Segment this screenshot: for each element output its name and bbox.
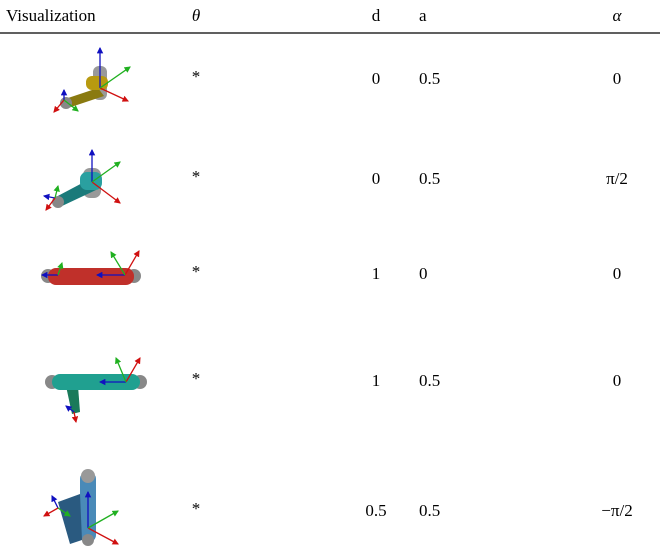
visualization [41, 251, 141, 285]
visualization [44, 469, 118, 546]
table-cell: 0 [419, 264, 428, 283]
table-cell: 0 [613, 264, 622, 283]
table: Visualization θ d a α [0, 0, 667, 550]
visualization [54, 48, 130, 112]
table-cell: π/2 [606, 169, 628, 188]
header-cell: a [419, 6, 427, 25]
table-cell: * [192, 499, 201, 518]
table-cell: 1 [372, 371, 381, 390]
header-cell: Visualization [6, 6, 96, 25]
header-cell: d [372, 6, 381, 25]
header-cell: θ [192, 6, 200, 25]
table-cell: 1 [372, 264, 381, 283]
visualization [44, 150, 120, 210]
table-cell: 0.5 [419, 169, 440, 188]
table-cell: 0.5 [419, 501, 440, 520]
header-row: Visualization θ d a α [6, 6, 623, 25]
table-cell: * [192, 67, 201, 86]
table-cell: −π/2 [601, 501, 632, 520]
table-cell: * [192, 262, 201, 281]
table-cell: 0.5 [419, 69, 440, 88]
table-cell: 0 [372, 69, 381, 88]
visualization [45, 358, 147, 422]
table-cell: 0 [613, 371, 622, 390]
table-cell: 0 [372, 169, 381, 188]
table-body: * 0 0.5 0 * 0 0.5 π/2 * 1 0 0 * 1 0.5 0 * 0.5 0.5 −π/2 [192, 67, 633, 520]
table-cell: 0 [613, 69, 622, 88]
header-cell: α [613, 6, 623, 25]
table-cell: 0.5 [419, 371, 440, 390]
table-cell: 0.5 [365, 501, 386, 520]
table-cell: * [192, 167, 201, 186]
table-cell: * [192, 369, 201, 388]
